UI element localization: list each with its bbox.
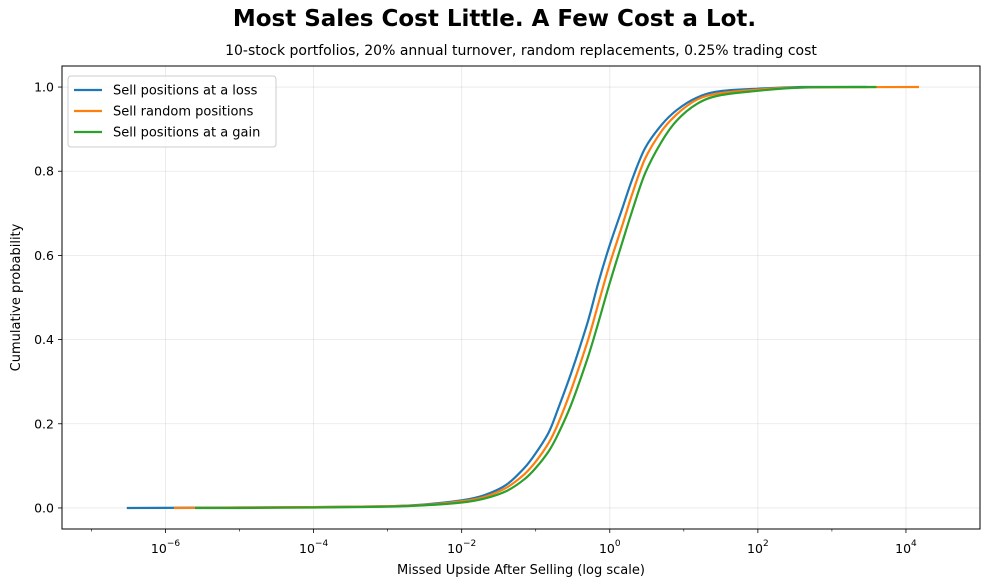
chart-subtitle: 10-stock portfolios, 20% annual turnover… — [225, 43, 817, 59]
x-tick-label: 10−6 — [151, 539, 180, 556]
x-tick-label: 10−2 — [447, 539, 476, 556]
legend-label: Sell random positions — [113, 105, 254, 120]
legend-label: Sell positions at a gain — [113, 126, 260, 141]
axis-ticks: 10−6 10−4 10−2 100 102 104 0.0 0.2 0.4 0.6 0.8 1.0 — [34, 80, 917, 556]
series-line-3 — [195, 85, 877, 510]
series-line-1 — [126, 85, 868, 510]
y-tick-label: 0.2 — [34, 416, 54, 431]
x-axis-label: Missed Upside After Selling (log scale) — [397, 563, 645, 578]
legend-label: Sell positions at a loss — [113, 84, 258, 99]
y-tick-label: 0.8 — [34, 164, 54, 179]
y-axis-label: Cumulative probability — [9, 223, 24, 371]
x-tick-label: 100 — [599, 539, 621, 556]
x-tick-label: 104 — [895, 539, 917, 556]
y-tick-label: 0.4 — [34, 332, 54, 347]
plot-frame — [61, 65, 981, 530]
series-lines — [126, 85, 920, 510]
y-tick-label: 1.0 — [34, 80, 54, 95]
legend-box — [67, 75, 277, 148]
chart-title: Most Sales Cost Little. A Few Cost a Lot… — [232, 6, 757, 32]
legend: Sell positions at a loss Sell random posi… — [67, 75, 277, 148]
y-tick-label: 0.0 — [34, 500, 54, 515]
y-tick-label: 0.6 — [34, 248, 54, 263]
x-tick-label: 10−4 — [299, 539, 328, 556]
x-tick-label: 102 — [747, 539, 769, 556]
series-line-2 — [173, 85, 920, 510]
